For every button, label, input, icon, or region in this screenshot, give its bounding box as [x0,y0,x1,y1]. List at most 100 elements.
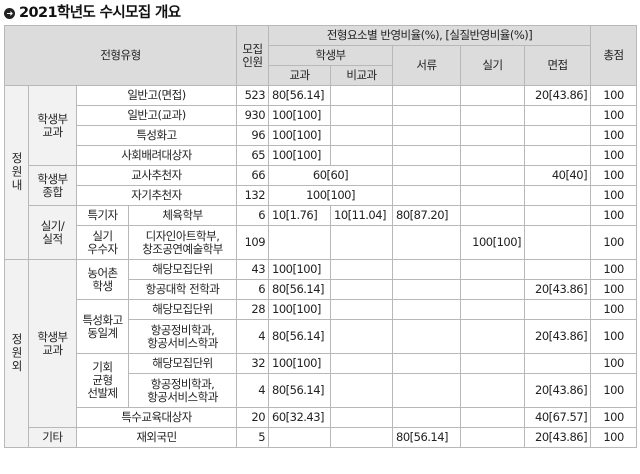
non-subject-cell [330,85,394,106]
type-name: 해당모집단위 [127,299,238,320]
page-title-text: 2021학년도 수시모집 개요 [19,5,181,21]
header-ratio-group: 전형요소별 반영비율(%), [실질반영비율(%)] [268,25,592,46]
quota-cell: 930 [236,105,270,126]
subcategory-label: 특기자 [76,205,129,226]
header-student-record: 학생부 [268,45,394,66]
total-cell: 100 [590,125,638,146]
interview-cell: 20[43.86] [524,319,592,354]
total-cell: 100 [590,205,638,226]
header-interview: 면접 [524,45,592,86]
total-cell: 100 [590,259,638,280]
quota-cell: 66 [236,165,270,186]
subject-cell: 80[56.14] [268,279,332,300]
subject-cell: 100[100] [268,353,332,374]
type-name: 해당모집단위 [127,353,238,374]
header-non-subject: 비교과 [330,65,394,86]
table-row: 항공정비학과, 항공서비스학과 4 80[56.14] 20[43.86] 10… [5,373,638,408]
table-row: 기타 재외국민 5 80[56.14] 20[43.86] 100 [5,427,638,448]
quota-cell: 6 [236,205,270,226]
subject-cell: 100[100] [268,105,332,126]
type-name: 항공정비학과, 항공서비스학과 [127,319,238,354]
category-label: 학생부 교과 [28,85,77,166]
quota-cell: 96 [236,125,270,146]
total-cell: 100 [590,225,638,260]
subcategory-label: 특성화고 동일계 [76,299,129,354]
type-name: 일반고(면접) [75,85,238,106]
quota-cell: 32 [236,353,270,374]
quota-cell: 4 [236,373,270,408]
table-row: 사회배려대상자 65 100[100] 100 [5,145,638,166]
page-title: ➜ 2021학년도 수시모집 개요 [4,3,181,23]
header-quota: 모집 인원 [236,25,270,86]
subject-cell: 80[56.14] [268,319,332,354]
admission-table: 전형유형 모집 인원 전형요소별 반영비율(%), [실질반영비율(%)] 총점… [3,25,638,448]
table-row: 정원외 학생부 교과 농어촌 학생 해당모집단위 43 100[100] 100 [4,259,638,448]
type-name: 디자인아트학부, 창조공연예술학부 [127,225,238,260]
header-practical: 실기 [460,45,526,86]
table-row: 특성화고 96 100[100] 100 [5,125,638,146]
subcategory-label: 실기 우수자 [76,225,129,260]
interview-cell: 40[40] [524,165,592,186]
subject-cell: 100[100] [268,299,332,320]
table-row: 자기추천자 132 100[100] 100 [5,185,638,206]
header-documents: 서류 [392,45,462,86]
documents-cell: 80[87.20] [392,205,462,226]
total-cell: 100 [590,105,638,126]
category-label: 학생부 교과 [28,259,77,428]
subject-cell: 100[100] [268,125,332,146]
quota-cell: 109 [236,225,270,260]
subject-cell: 80[56.14] [268,373,332,408]
group-inside: 정원내 [4,85,29,260]
total-cell: 100 [590,299,638,320]
subject-cell: 100[100] [268,259,332,280]
total-cell: 100 [590,165,638,186]
interview-cell: 20[43.86] [524,427,592,448]
subject-cell: 60[32.43] [268,407,332,428]
type-name: 해당모집단위 [127,259,238,280]
type-name: 자기추천자 [75,185,238,206]
table-row: 기회 균형 선발제 해당모집단위 32 100[100] 100 [5,353,638,408]
quota-cell: 6 [236,279,270,300]
table-row: 실기/ 실적 특기자 체육학부 6 10[1.76] 10[11.04] 80[… [5,205,638,260]
header-subject: 교과 [268,65,332,86]
quota-cell: 5 [236,427,270,448]
total-cell: 100 [590,185,638,206]
table-row: 특수교육대상자 20 60[32.43] 40[67.57] 100 [5,407,638,428]
table-row: 일반고(교과) 930 100[100] 100 [5,105,638,126]
documents-cell [392,85,462,106]
documents-cell: 80[56.14] [392,427,462,448]
total-cell: 100 [590,85,638,106]
total-cell: 100 [590,145,638,166]
total-cell: 100 [590,319,638,354]
subject-cell: 100[100] [268,145,332,166]
subcategory-label: 농어촌 학생 [76,259,129,300]
practical-cell: 100[100] [460,225,526,260]
interview-cell: 20[43.86] [524,85,592,106]
type-name: 특수교육대상자 [75,407,238,428]
interview-cell: 20[43.86] [524,279,592,300]
quota-cell: 28 [236,299,270,320]
quota-cell: 43 [236,259,270,280]
total-cell: 100 [590,373,638,408]
table-row: 학생부 종합 교사추천자 66 60[60] 40[40] 100 [5,165,638,206]
subcategory-label: 기회 균형 선발제 [76,353,129,408]
total-cell: 100 [590,407,638,428]
table-row: 실기 우수자 디자인아트학부, 창조공연예술학부 109 100[100] 10… [5,225,638,260]
table-row: 항공정비학과, 항공서비스학과 4 80[56.14] 20[43.86] 10… [5,319,638,354]
table-row: 항공대학 전학과 6 80[56.14] 20[43.86] 100 [5,279,638,300]
table-header: 전형유형 모집 인원 전형요소별 반영비율(%), [실질반영비율(%)] 총점… [3,25,638,86]
circle-arrow-icon: ➜ [4,8,15,19]
quota-cell: 20 [236,407,270,428]
total-cell: 100 [590,353,638,374]
quota-cell: 523 [236,85,270,106]
subject-cell: 10[1.76] [268,205,332,226]
type-name: 체육학부 [127,205,238,226]
type-name: 항공대학 전학과 [127,279,238,300]
category-label: 기타 [28,427,77,448]
header-type: 전형유형 [3,25,238,86]
table-row: 정원내 학생부 교과 일반고(면접) 523 80[56.14] 20[43.8… [4,85,638,260]
group-outside: 정원외 [4,259,29,448]
type-name: 재외국민 [75,427,238,448]
quota-cell: 132 [236,185,270,206]
interview-cell: 40[67.57] [524,407,592,428]
